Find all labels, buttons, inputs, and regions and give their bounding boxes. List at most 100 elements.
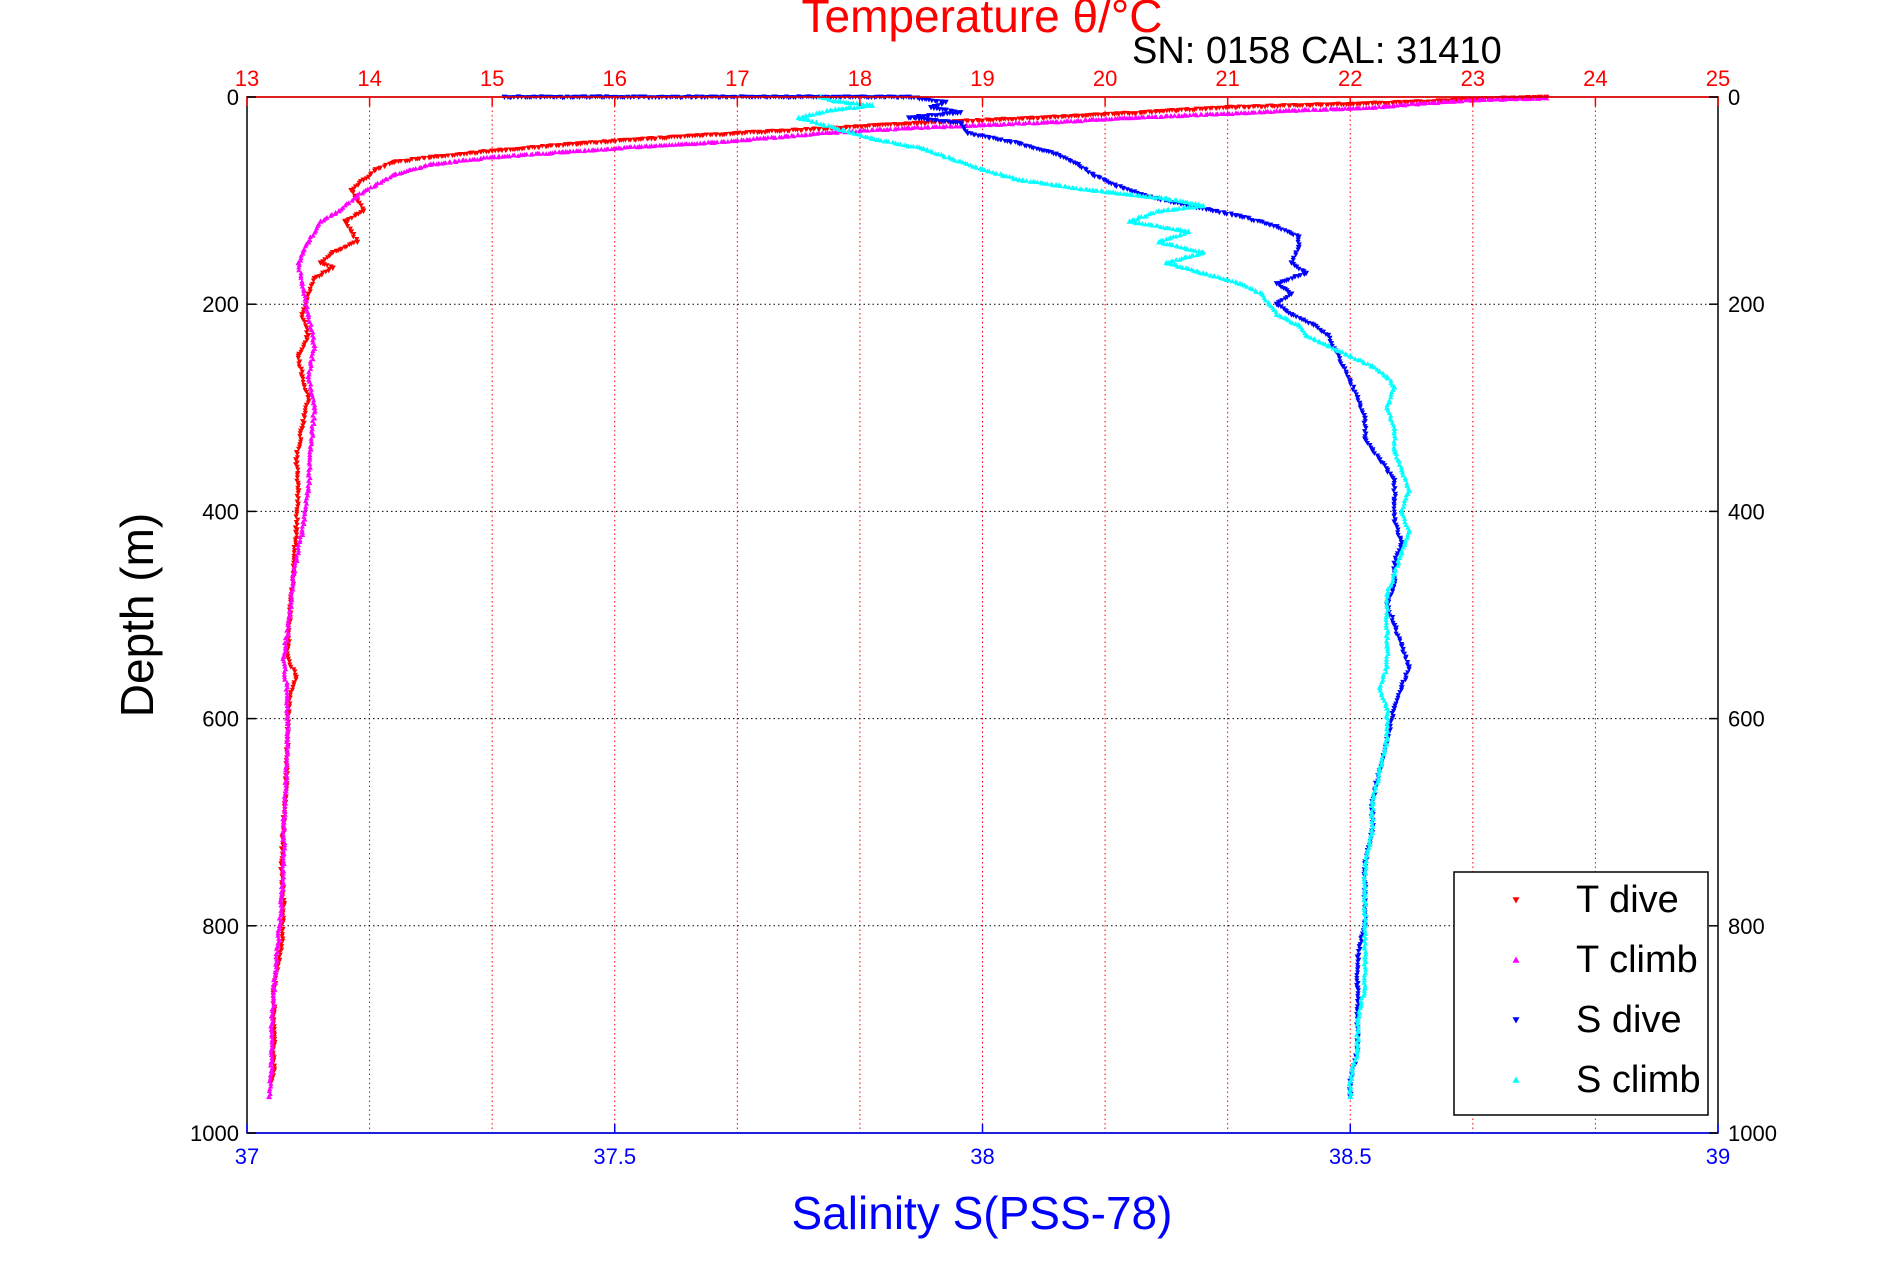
data-point <box>299 369 305 375</box>
data-point <box>1133 192 1139 198</box>
data-point <box>283 777 290 784</box>
data-point <box>813 119 820 125</box>
data-point <box>293 457 300 463</box>
tick-label-temperature: 24 <box>1583 66 1607 91</box>
data-point <box>291 566 297 572</box>
data-point <box>290 586 296 592</box>
data-point <box>1391 509 1397 515</box>
data-point <box>308 366 314 371</box>
data-point <box>301 415 308 421</box>
data-point <box>298 257 304 263</box>
data-point <box>1382 747 1388 752</box>
data-point <box>1391 705 1398 712</box>
data-point <box>1275 225 1282 231</box>
data-point <box>300 250 306 256</box>
data-point <box>1399 548 1405 553</box>
data-point <box>1391 425 1398 431</box>
data-point <box>269 1039 275 1045</box>
data-point <box>1385 651 1391 656</box>
tick-label-depth-left: 200 <box>202 292 239 317</box>
data-point <box>283 786 289 791</box>
data-point <box>1391 477 1398 484</box>
data-point <box>1252 287 1258 293</box>
data-point <box>344 221 350 226</box>
data-point <box>306 371 312 377</box>
temperature-axis-title: Temperature θ/°C <box>802 0 1163 42</box>
legend-box <box>1453 871 1709 1116</box>
data-point <box>1356 1014 1362 1019</box>
data-point <box>739 131 745 137</box>
data-point <box>1156 194 1162 200</box>
tick-label-salinity: 39 <box>1706 1144 1730 1169</box>
data-point <box>1132 189 1138 195</box>
data-point <box>1165 260 1171 265</box>
data-point <box>280 936 286 942</box>
data-point <box>288 599 294 605</box>
data-point <box>295 490 301 496</box>
data-point <box>1273 108 1280 113</box>
tick-label-depth-left: 800 <box>202 914 239 939</box>
data-point <box>301 291 307 296</box>
data-point <box>1391 513 1397 519</box>
data-point <box>1354 1047 1361 1053</box>
data-point <box>1361 990 1368 996</box>
data-point <box>1313 107 1319 112</box>
data-point <box>1103 116 1109 121</box>
data-point <box>273 964 279 970</box>
data-point <box>1382 744 1388 749</box>
data-point <box>1181 204 1187 210</box>
data-point <box>1388 380 1394 386</box>
data-point <box>270 998 277 1003</box>
data-point <box>1385 628 1391 633</box>
data-point <box>306 460 312 465</box>
data-point <box>1018 142 1024 147</box>
tick-label-depth-left: 400 <box>202 499 239 524</box>
data-point <box>1356 1037 1362 1043</box>
data-point <box>309 441 315 447</box>
data-point <box>358 210 364 215</box>
data-point <box>283 708 290 713</box>
data-point <box>309 426 315 432</box>
data-point <box>303 504 309 509</box>
data-point <box>288 602 294 608</box>
data-point <box>1384 596 1390 602</box>
data-point <box>292 562 298 568</box>
data-point <box>1078 118 1084 124</box>
data-point <box>1391 480 1397 486</box>
data-point <box>301 286 307 292</box>
data-point <box>280 653 287 659</box>
data-point <box>1325 342 1332 349</box>
data-point <box>1257 289 1263 295</box>
data-point <box>299 523 305 529</box>
data-point <box>1406 487 1413 494</box>
data-point <box>1169 242 1175 248</box>
data-point <box>1363 438 1369 444</box>
data-point <box>809 118 815 124</box>
data-point <box>1171 112 1178 118</box>
data-point <box>507 147 513 153</box>
data-point <box>298 255 304 261</box>
data-point <box>1359 410 1366 416</box>
data-point <box>1377 687 1383 693</box>
data-point <box>997 171 1004 176</box>
data-point <box>1375 776 1382 781</box>
data-point <box>1367 837 1373 843</box>
data-point <box>552 149 558 155</box>
data-point <box>1342 351 1349 357</box>
data-point <box>1053 151 1060 157</box>
data-point <box>1351 384 1357 390</box>
data-point <box>1396 462 1402 467</box>
data-point <box>915 124 921 130</box>
data-point <box>986 135 992 141</box>
data-point <box>1302 330 1308 336</box>
data-point <box>269 1021 275 1027</box>
data-point <box>1386 410 1392 416</box>
data-point <box>1353 392 1360 398</box>
data-point <box>1363 902 1369 907</box>
data-point <box>305 485 312 491</box>
data-point <box>1400 504 1407 509</box>
data-point <box>1363 858 1369 864</box>
data-point <box>1383 701 1389 706</box>
data-point <box>284 638 290 643</box>
data-point <box>1363 431 1369 437</box>
